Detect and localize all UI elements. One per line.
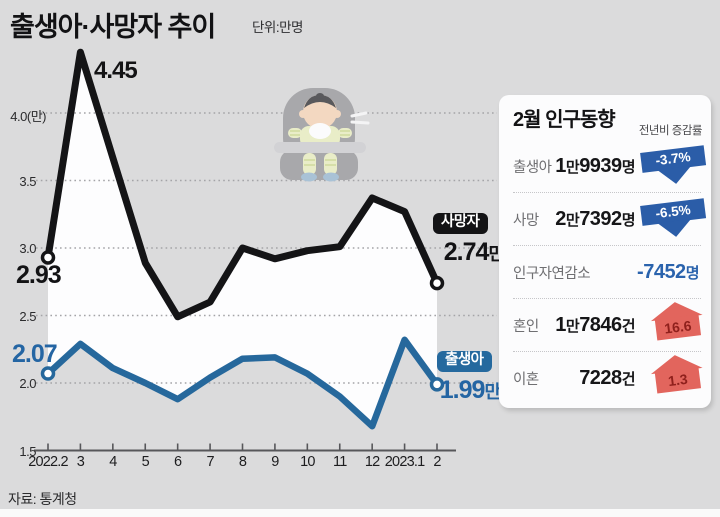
x-axis-label: 2022.2 <box>28 454 68 470</box>
panel-row-births: 출생아 1만9939명 -3.7% <box>513 140 707 193</box>
x-axis-label: 6 <box>174 454 182 470</box>
row-label: 출생아 <box>513 159 552 176</box>
x-axis-label: 11 <box>333 454 347 470</box>
y-axis-label: 3.5 <box>19 173 36 189</box>
up-arrow-icon: 16.6 <box>649 298 705 341</box>
death-series-badge: 사망자 <box>433 213 488 234</box>
x-axis-label: 12 <box>364 454 380 470</box>
row-value: -7452명 <box>637 260 699 283</box>
unit-label: 단위:만명 <box>252 20 303 35</box>
x-axis-label: 5 <box>141 454 150 470</box>
change-value: -6.5% <box>640 198 707 226</box>
y-axis-label: 2.0 <box>19 376 36 391</box>
panel-row-marriages: 혼인 1만7846건 16.6 <box>513 298 703 352</box>
y-axis-label: 4.0(만) <box>10 109 46 124</box>
panel-row-natural-decrease: 인구자연감소 -7452명 <box>513 246 701 299</box>
row-value: 1만9939명 <box>555 154 635 177</box>
down-arrow-icon: -3.7% <box>640 145 708 188</box>
row-label: 이혼 <box>513 371 539 388</box>
x-axis-label: 8 <box>238 454 247 470</box>
panel-row-deaths: 사망 2만7392명 -6.5% <box>513 193 707 246</box>
panel-rows: 출생아 1만9939명 -3.7% 사망 2만7392명 -6.5% 인구자연감… <box>513 140 707 404</box>
panel-row-divorces: 이혼 7228건 1.3 <box>513 351 703 404</box>
x-axis-label: 10 <box>300 454 315 470</box>
panel-title: 2월 인구동향 <box>513 109 616 131</box>
x-axis-label: 7 <box>206 454 214 470</box>
panel-change-note: 전년비 증감률 <box>638 125 703 137</box>
death-peak-value: 4.45 <box>94 57 138 84</box>
birth-series-badge: 출생아 <box>437 351 492 372</box>
up-arrow-icon: 1.3 <box>649 351 705 394</box>
change-value: 1.3 <box>654 367 702 394</box>
y-axis-label: 3.0 <box>19 241 36 256</box>
change-value: 16.6 <box>654 314 702 341</box>
birth-start-value: 2.07 <box>12 340 58 368</box>
bottom-strip <box>0 509 720 517</box>
row-label: 사망 <box>513 212 539 229</box>
x-axis-label: 4 <box>109 454 117 470</box>
row-value: 7228건 <box>579 366 635 389</box>
birth-latest-value: 1.99만 <box>439 376 501 404</box>
row-label: 혼인 <box>513 318 539 335</box>
death-start-value: 2.93 <box>16 261 62 289</box>
row-value: 2만7392명 <box>555 207 635 230</box>
x-axis-label: 2 <box>433 454 441 470</box>
page-title: 출생아·사망자 추이 <box>10 12 216 42</box>
baby-icon <box>258 76 378 186</box>
source-label: 자료: 통계청 <box>8 491 77 507</box>
x-axis-label: 3 <box>76 454 85 470</box>
row-label: 인구자연감소 <box>513 265 591 282</box>
down-arrow-icon: -6.5% <box>640 198 708 241</box>
y-axis-label: 2.5 <box>19 308 36 324</box>
change-value: -3.7% <box>640 145 707 173</box>
death-latest-value: 2.74만 <box>443 238 505 266</box>
population-summary-panel: 2월 인구동향 전년비 증감률 출생아 1만9939명 -3.7% 사망 2만7… <box>499 95 711 408</box>
x-axis-label: 2023.1 <box>384 454 425 470</box>
y-axis-label: 1.5 <box>19 443 36 459</box>
x-axis-label: 9 <box>271 454 279 470</box>
row-value: 1만7846건 <box>555 313 635 336</box>
